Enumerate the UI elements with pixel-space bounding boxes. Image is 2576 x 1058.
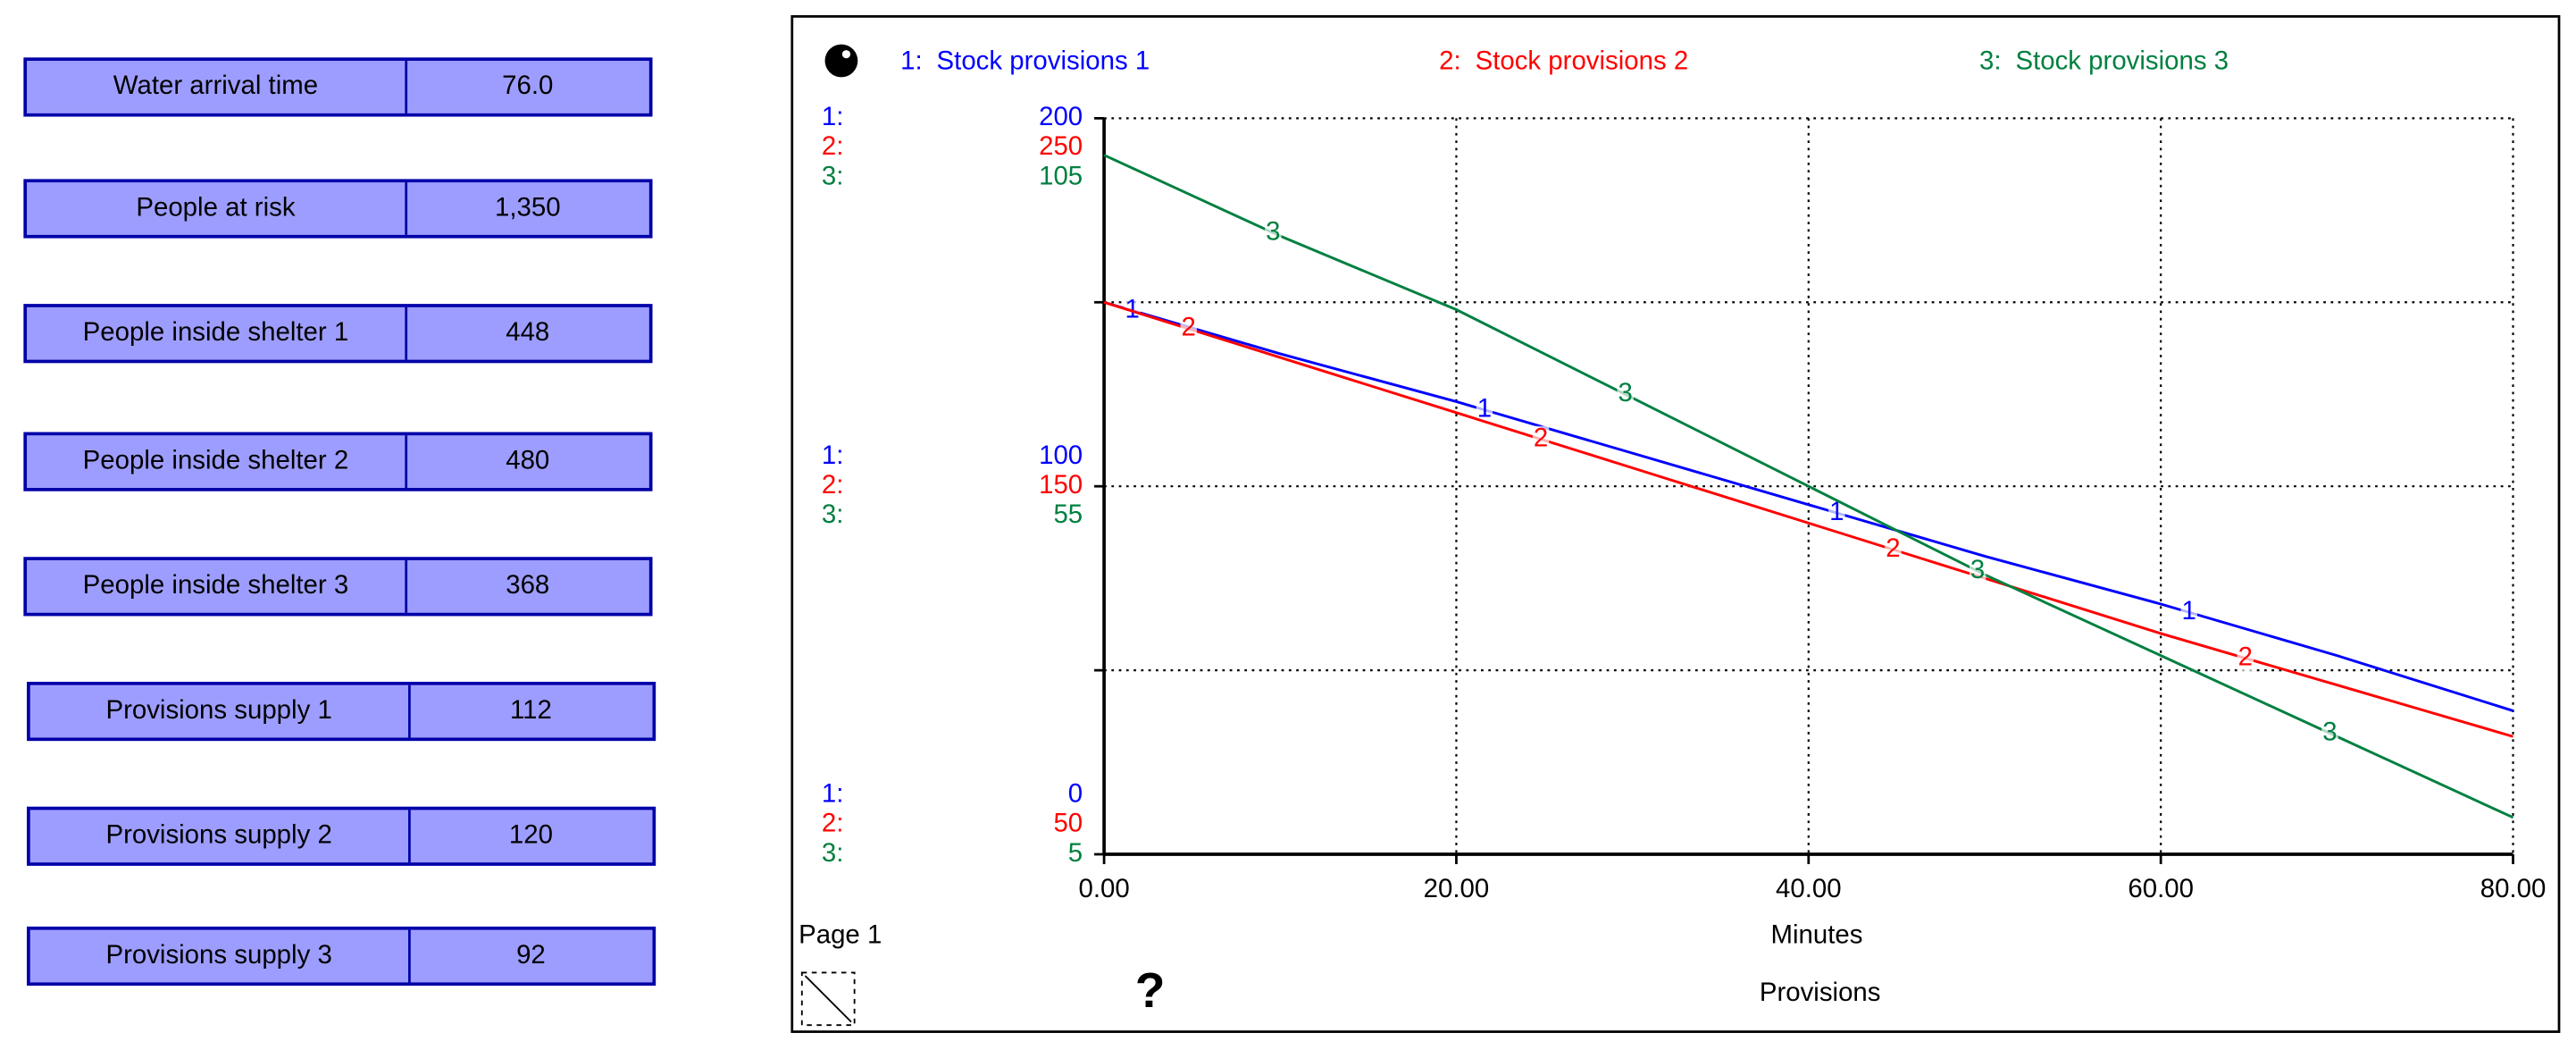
display-label: Provisions supply 2	[105, 820, 331, 850]
display-label: People inside shelter 3	[83, 570, 349, 600]
display-label: Water arrival time	[113, 71, 318, 100]
line-marker: 3	[2322, 717, 2337, 746]
display-value: 368	[506, 570, 549, 600]
line-marker-bg	[2180, 599, 2197, 626]
y-tick-key: 1:	[822, 779, 844, 809]
display-value: 76.0	[502, 71, 553, 100]
page-label: Page 1	[799, 920, 882, 950]
page-turn-diagonal	[804, 975, 852, 1023]
legend-label: Stock provisions 2	[1476, 46, 1689, 76]
legend-label: Stock provisions 1	[937, 46, 1150, 76]
x-tick-label: 0.00	[1078, 874, 1129, 903]
y-tick-label: 0	[1068, 779, 1083, 809]
display-value: 480	[506, 445, 549, 474]
display-value: 120	[509, 820, 553, 850]
y-tick-label: 150	[1039, 470, 1083, 500]
y-tick-key: 2:	[822, 131, 844, 161]
display-box	[27, 926, 657, 987]
legend-key: 2:	[1439, 46, 1461, 76]
y-tick-key: 3:	[822, 161, 844, 190]
x-axis-label: Minutes	[1771, 920, 1863, 950]
line-marker: 2	[1182, 313, 1196, 342]
line-marker-bg	[1180, 315, 1197, 342]
display-value: 1,350	[495, 192, 561, 222]
graph-frame	[790, 15, 2561, 1033]
y-tick-label: 105	[1039, 161, 1083, 190]
line-marker-bg	[1969, 558, 1986, 584]
x-tick-label: 40.00	[1776, 874, 1842, 903]
display-value: 448	[506, 317, 549, 347]
display-label: People inside shelter 2	[83, 445, 349, 474]
legend-key: 1:	[900, 46, 923, 76]
page-turn-box	[800, 971, 856, 1027]
y-tick-key: 2:	[822, 809, 844, 838]
chart-title: Provisions	[1760, 978, 1881, 1007]
x-tick-label: 80.00	[2480, 874, 2547, 903]
y-tick-key: 2:	[822, 470, 844, 500]
line-marker: 1	[1829, 497, 1844, 526]
display-box	[27, 681, 657, 742]
line-marker: 3	[1970, 555, 1985, 584]
series-line	[1103, 300, 2513, 712]
line-marker-bg	[1265, 219, 1282, 247]
display-label: Provisions supply 3	[105, 940, 331, 970]
line-marker: 3	[1618, 378, 1633, 407]
line-marker-bg	[1532, 425, 1550, 453]
display-box	[23, 557, 653, 617]
line-marker: 2	[1534, 423, 1548, 452]
legend-label: Stock provisions 3	[2015, 46, 2229, 76]
x-tick-label: 60.00	[2128, 874, 2194, 903]
line-marker: 3	[1266, 216, 1280, 246]
line-marker: 2	[2238, 642, 2253, 671]
y-tick-label: 250	[1039, 131, 1083, 161]
y-tick-key: 1:	[822, 441, 844, 470]
x-tick-label: 20.00	[1424, 874, 1490, 903]
y-tick-label: 200	[1039, 102, 1083, 131]
legend-key: 3:	[1979, 46, 2002, 76]
line-marker: 1	[1477, 393, 1492, 423]
display-box	[23, 179, 653, 239]
series-line	[1103, 300, 2513, 738]
display-box	[23, 304, 653, 364]
line-marker-bg	[1476, 396, 1493, 424]
series-line	[1103, 154, 2514, 819]
line-marker: 2	[1886, 533, 1900, 563]
y-tick-label: 100	[1039, 441, 1083, 470]
line-marker-bg	[1828, 500, 1845, 526]
y-tick-label: 55	[1053, 500, 1083, 529]
display-box	[23, 432, 653, 491]
display-value: 112	[510, 695, 552, 725]
display-value: 92	[516, 940, 546, 970]
display-label: People at risk	[136, 192, 295, 222]
display-box	[23, 57, 653, 117]
display-label: Provisions supply 1	[105, 695, 331, 725]
y-tick-key: 3:	[822, 500, 844, 529]
y-tick-key: 3:	[822, 838, 844, 868]
y-tick-label: 5	[1068, 838, 1083, 868]
y-tick-label: 50	[1053, 809, 1083, 838]
line-marker-bg	[1885, 536, 1902, 563]
help-button[interactable]: ?	[1135, 962, 1166, 1018]
display-label: People inside shelter 1	[83, 317, 349, 347]
line-marker-bg	[2321, 719, 2338, 747]
display-box	[27, 806, 657, 866]
graph-lock-icon-highlight	[841, 50, 851, 59]
y-tick-key: 1:	[822, 102, 844, 131]
graph-lock-icon[interactable]	[824, 44, 858, 78]
line-marker-bg	[2237, 644, 2254, 672]
line-marker-bg	[1617, 381, 1634, 408]
line-marker: 1	[1125, 294, 1139, 323]
page-turn-icon[interactable]	[800, 971, 856, 1027]
line-marker: 1	[2182, 596, 2196, 626]
